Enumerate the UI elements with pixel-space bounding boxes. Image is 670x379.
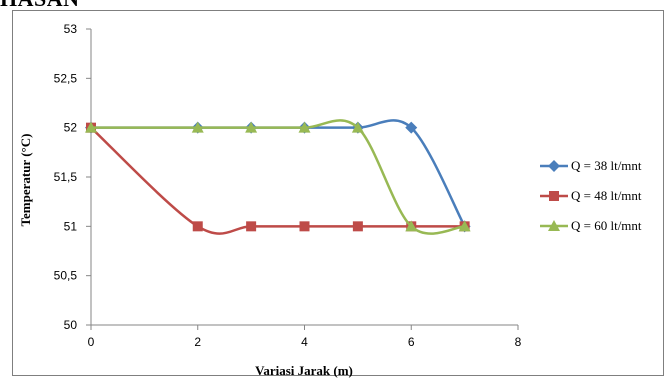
data-point — [405, 220, 418, 232]
y-tick-label: 51,5 — [54, 170, 78, 184]
data-point — [192, 221, 203, 232]
y-tick-label: 51 — [64, 219, 78, 233]
y-tick-label: 50,5 — [54, 269, 78, 283]
legend-marker — [548, 160, 560, 172]
legend-marker — [548, 220, 560, 231]
legend-marker — [549, 191, 559, 201]
series-1 — [85, 119, 471, 233]
y-tick-label: 52,5 — [54, 71, 78, 85]
series-line — [90, 119, 466, 227]
data-point — [85, 121, 97, 133]
legend-label: Q = 60 lt/mnt — [571, 218, 642, 233]
page-heading-fragment: HASAN — [0, 0, 80, 12]
series-2 — [86, 122, 470, 235]
x-tick-label: 0 — [88, 335, 95, 349]
x-axis-title: Variasi Jarak (m) — [255, 363, 353, 378]
series-line — [90, 119, 465, 235]
legend-label: Q = 48 lt/mnt — [571, 188, 642, 203]
series-3 — [85, 119, 471, 235]
y-tick-label: 52 — [64, 121, 78, 135]
y-tick-label: 53 — [64, 22, 78, 36]
legend: Q = 38 lt/mnt Q = 48 lt/mnt Q = 60 lt/mnt — [540, 158, 642, 233]
series-layer — [85, 119, 471, 235]
data-point — [246, 221, 257, 232]
series-line — [90, 126, 465, 235]
data-point — [352, 221, 363, 232]
x-tick-label: 6 — [408, 335, 415, 349]
data-point — [191, 121, 204, 133]
axes: 50 50,5 51 51,5 52 52,5 53 0 2 4 6 8 — [54, 22, 522, 349]
data-point — [298, 121, 311, 133]
data-point — [245, 121, 258, 133]
y-axis-title: Temperatur (°C) — [18, 134, 33, 227]
x-tick-label: 8 — [515, 335, 522, 349]
data-point — [351, 121, 364, 133]
legend-label: Q = 38 lt/mnt — [571, 158, 642, 173]
x-tick-label: 2 — [194, 335, 201, 349]
data-point — [458, 220, 471, 232]
data-point — [299, 221, 310, 232]
data-point — [405, 121, 418, 134]
x-tick-label: 4 — [301, 335, 308, 349]
y-tick-label: 50 — [64, 318, 78, 332]
